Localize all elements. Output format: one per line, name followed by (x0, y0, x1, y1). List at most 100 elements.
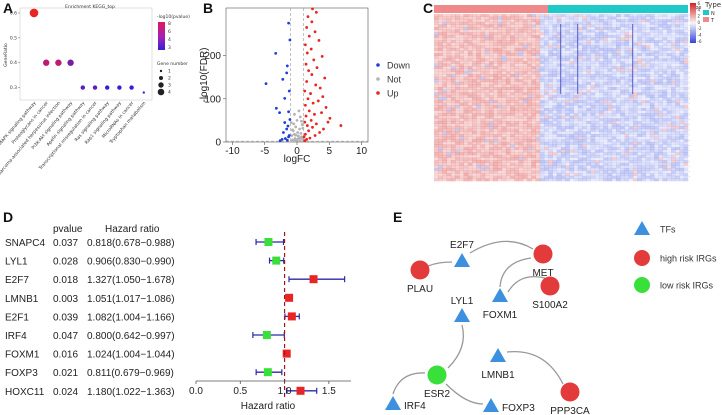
panel-c-heat-cell (590, 154, 596, 158)
panel-c-heat-cell (599, 178, 604, 182)
panel-c-heat-cell (514, 76, 519, 80)
panel-c-heat-cell (539, 81, 545, 85)
panel-c-heat-cell (459, 84, 464, 88)
panel-c-heat-cell (455, 92, 460, 96)
panel-c-heat-cell (569, 144, 574, 148)
panel-c-heat-cell (518, 76, 524, 80)
panel-c-heat-cell (582, 175, 587, 179)
panel-c-heat-cell (552, 175, 558, 179)
panel-c-heat-cell (459, 149, 464, 153)
panel-c-heat-cell (611, 173, 617, 177)
panel-c-heat-cell (518, 24, 524, 28)
panel-c-heat-cell (459, 74, 464, 77)
panel-c-heat-cell (662, 102, 668, 106)
panel-c-heat-cell (450, 131, 456, 135)
panel-c-heat-cell (501, 139, 507, 143)
panel-c-heat-cell (455, 71, 460, 75)
panel-c-heat-cell (573, 134, 579, 137)
panel-d-estimate (264, 238, 273, 246)
panel-c-heat-cell (671, 144, 676, 148)
panel-c-heat-cell (590, 55, 596, 59)
panel-c-heat-cell (603, 55, 608, 59)
panel-c-heat-cell (649, 136, 655, 140)
panel-c-heat-cell (628, 165, 634, 169)
panel-c-heat-cell (505, 40, 511, 44)
panel-c-heat-cell (438, 136, 443, 140)
panel-c-heat-cell (662, 167, 668, 171)
panel-c-heat-cell (599, 47, 604, 51)
panel-c-heat-cell (438, 53, 443, 57)
panel-c-heat-cell (561, 94, 566, 98)
panel-c-heat-cell (472, 45, 477, 49)
panel-c-heat-cell (683, 175, 689, 179)
panel-c-heat-cell (683, 21, 689, 25)
panel-c-heat-cell (531, 84, 536, 88)
panel-c-heat-cell (624, 76, 630, 80)
panel-c-heat-cell (442, 113, 447, 117)
panel-c-heat-cell (632, 126, 638, 130)
panel-c-heat-cell (679, 21, 685, 25)
panel-c-heat-cell (641, 53, 646, 57)
panel-c-heat-cell (590, 162, 596, 166)
panel-c-heat-cell (501, 21, 507, 25)
panel-c-heat-cell (527, 92, 532, 96)
panel-c-heat-cell (544, 76, 549, 80)
panel-c-heat-cell (675, 53, 680, 57)
panel-c-heat-cell (586, 113, 591, 117)
panel-c-heat-cell (438, 16, 443, 20)
panel-c-heat-cell (497, 42, 503, 46)
panel-c-heat-cell (658, 123, 663, 127)
panel-c-heat-cell (527, 29, 532, 33)
panel-c-heat-cell (480, 123, 486, 127)
panel-c-heat-cell (658, 34, 663, 38)
panel-c-heat-cell (607, 40, 613, 44)
panel-c-heat-cell (671, 27, 676, 30)
panel-c-heat-cell (565, 97, 570, 101)
panel-c-heat-cell (535, 126, 541, 130)
panel-c-heat-cell (616, 45, 621, 49)
panel-c-heat-cell (434, 53, 439, 57)
panel-d-estimate (282, 349, 291, 358)
panel-c-heat-cell (501, 147, 507, 150)
panel-c-heat-cell (548, 113, 553, 117)
panel-c-heat-cell (569, 47, 574, 51)
panel-c-heat-cell (467, 27, 473, 30)
panel-c-heat-cell (603, 40, 608, 44)
panel-c-heat-cell (446, 170, 452, 174)
panel-a-size-legend-label: 4 (168, 90, 171, 96)
panel-c-heat-cell (637, 167, 642, 171)
panel-c-heat-cell (603, 154, 608, 158)
panel-c-heat-cell (577, 139, 583, 143)
panel-c-heat-cell (586, 178, 591, 182)
panel-c-heat-cell (556, 120, 562, 124)
panel-c-heat-cell (459, 29, 464, 33)
panel-c-heat-cell (577, 115, 583, 119)
panel-c-heat-cell (620, 118, 625, 122)
panel-c-heat-cell (603, 105, 608, 109)
panel-c-heat-cell (666, 79, 672, 83)
panel-c-heat-cell (565, 94, 570, 98)
panel-c-heat-cell (518, 32, 524, 36)
panel-c-heat-cell (599, 154, 604, 158)
panel-d-hr: 1.180(1.022−1.363) (87, 387, 175, 398)
panel-c-heat-cell (505, 55, 511, 59)
panel-c-heat-cell (455, 160, 460, 164)
panel-c-heat-cell (645, 94, 651, 98)
panel-c-heat-cell (565, 141, 570, 145)
panel-c-heat-cell (459, 141, 464, 145)
panel-c-heat-cell (501, 89, 507, 93)
panel-c-heat-cell (467, 94, 473, 98)
panel-c-heat-cell (446, 27, 452, 30)
panel-c-heat-cell (539, 141, 545, 145)
panel-c-heat-cell (539, 118, 545, 122)
panel-c-heat-cell (582, 152, 587, 156)
panel-c-heat-cell (616, 165, 621, 169)
panel-c-heat-cell (535, 84, 541, 88)
panel-c-heat-cell (522, 105, 528, 109)
panel-c-heat-cell (679, 131, 685, 135)
panel-c-heat-cell (654, 167, 659, 171)
panel-c-heat-cell (480, 173, 486, 177)
panel-c-heat-cell (467, 50, 473, 54)
panel-c-heat-cell (476, 74, 481, 77)
panel-c-heat-cell (637, 45, 642, 49)
